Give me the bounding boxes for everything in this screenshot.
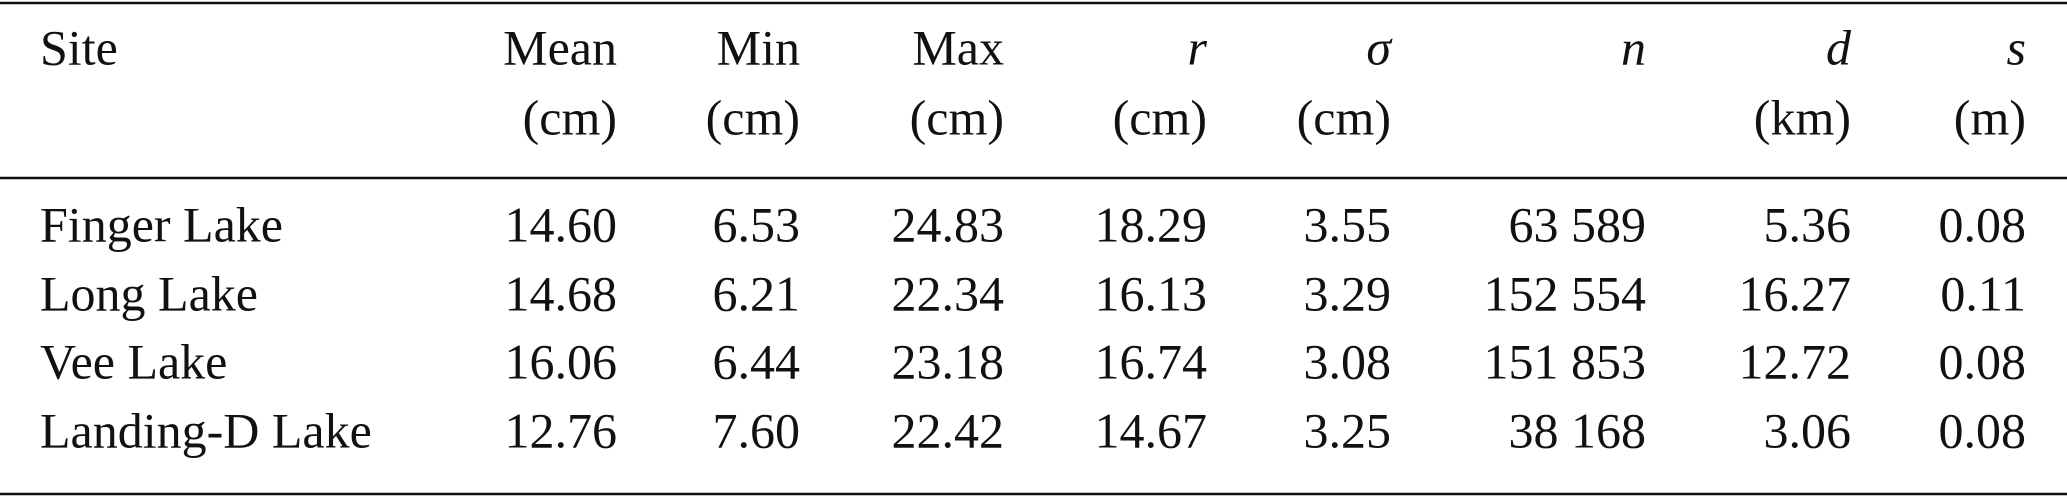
column-unit: (cm) (706, 89, 800, 145)
cell: 152 554 (1484, 265, 1647, 321)
cell: 5.36 (1764, 196, 1852, 252)
cell: 14.67 (1095, 402, 1208, 458)
cell: 22.42 (892, 402, 1005, 458)
row-label: Long Lake (40, 265, 258, 321)
cell: 12.76 (505, 402, 618, 458)
cell: 16.13 (1095, 265, 1208, 321)
column-header: n (1621, 19, 1646, 75)
cell: 6.44 (713, 333, 801, 389)
cell: 3.29 (1304, 265, 1392, 321)
cell: 7.60 (713, 402, 801, 458)
column-header: Min (717, 19, 800, 75)
cell: 0.08 (1939, 402, 2027, 458)
cell: 3.08 (1304, 333, 1392, 389)
column-unit: (cm) (1113, 89, 1207, 145)
cell: 18.29 (1095, 196, 1208, 252)
column-header: Mean (503, 19, 617, 75)
cell: 3.55 (1304, 196, 1392, 252)
column-unit: (m) (1954, 89, 2026, 145)
column-unit: (km) (1754, 89, 1851, 145)
cell: 151 853 (1484, 333, 1647, 389)
cell: 16.27 (1739, 265, 1852, 321)
cell: 0.08 (1939, 196, 2027, 252)
row-label: Vee Lake (40, 333, 227, 389)
cell: 6.53 (713, 196, 801, 252)
column-unit: (cm) (523, 89, 617, 145)
column-header: d (1826, 19, 1852, 75)
cell: 3.25 (1304, 402, 1392, 458)
cell: 24.83 (892, 196, 1005, 252)
cell: 14.60 (505, 196, 618, 252)
column-unit: (cm) (910, 89, 1004, 145)
cell: 0.11 (1940, 265, 2026, 321)
cell: 3.06 (1764, 402, 1852, 458)
cell: 14.68 (505, 265, 618, 321)
cell: 0.08 (1939, 333, 2027, 389)
cell: 22.34 (892, 265, 1005, 321)
cell: 63 589 (1509, 196, 1647, 252)
cell: 6.21 (713, 265, 801, 321)
row-label: Finger Lake (40, 196, 283, 252)
column-header: Max (912, 19, 1004, 75)
column-unit: (cm) (1297, 89, 1391, 145)
cell: 16.74 (1095, 333, 1208, 389)
row-label: Landing-D Lake (40, 402, 372, 458)
column-header: r (1188, 19, 1208, 75)
column-header: σ (1366, 19, 1393, 75)
cell: 23.18 (892, 333, 1005, 389)
cell: 12.72 (1739, 333, 1852, 389)
cell: 38 168 (1509, 402, 1647, 458)
cell: 16.06 (505, 333, 618, 389)
column-header: Site (40, 19, 118, 75)
column-header: s (2007, 19, 2026, 75)
